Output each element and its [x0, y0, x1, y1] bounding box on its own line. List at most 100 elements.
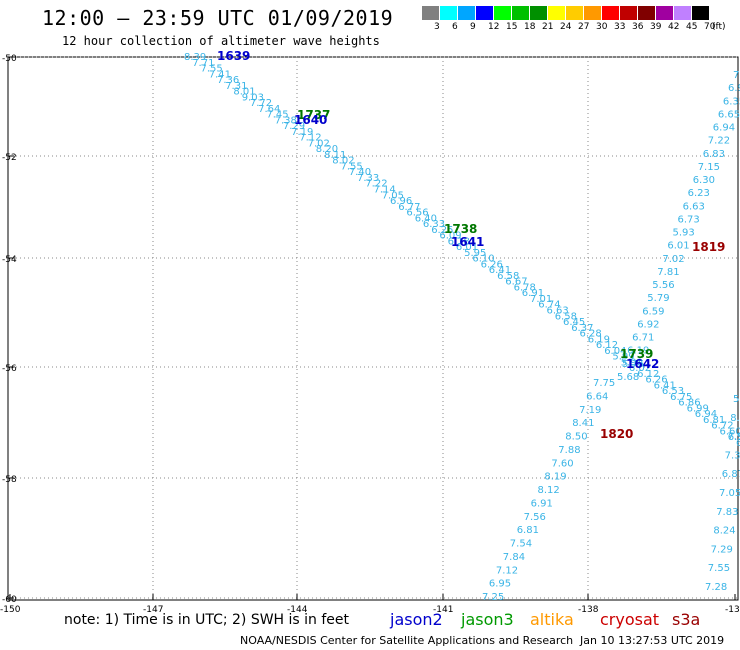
track-main-wave-height: 7.12 — [299, 133, 321, 144]
track-se-wave-height: 5.9 — [733, 394, 740, 405]
track-main-wave-height: 9.03 — [242, 92, 264, 103]
track-ne-wave-height: 6.19 — [627, 346, 649, 357]
track-main-wave-height: 6.26 — [645, 375, 667, 386]
legend-label: 12 — [488, 22, 500, 32]
legend-swatch — [494, 6, 512, 20]
longitude-tick-label: -138 — [578, 605, 599, 615]
track-ne-wave-height: 5.79 — [647, 293, 669, 304]
track-main-wave-height: 6.63 — [547, 306, 569, 317]
track-main-wave-height: 6.40 — [415, 213, 437, 224]
track-ne-wave-height: 6.35 — [723, 96, 740, 107]
legend-label: 18 — [524, 22, 536, 32]
legend-label: 42 — [668, 22, 680, 32]
track-main-wave-height: 6.19 — [588, 334, 610, 345]
track-main-wave-height: 6.04 — [604, 346, 626, 357]
legend-swatch — [638, 6, 656, 20]
track-ne-wave-height: 6.73 — [678, 214, 700, 225]
legend-swatch — [602, 6, 620, 20]
track-main-wave-height: 6.72 — [711, 421, 733, 432]
track-main-wave-height: 7.33 — [357, 173, 379, 184]
track-main-wave-height: 8.20 — [316, 144, 338, 155]
page-subtitle: 12 hour collection of altimeter wave hei… — [62, 34, 380, 48]
pass-time-label: 1738 — [444, 222, 477, 236]
track-main-wave-height: 6.81 — [703, 415, 725, 426]
track-main-wave-height: 6.40 — [736, 438, 740, 449]
legend-swatch — [674, 6, 692, 20]
legend-label: 36 — [632, 22, 644, 32]
latitude-tick-label: -52 — [2, 153, 17, 163]
track-ne-wave-height: 6.71 — [632, 333, 654, 344]
track-main-wave-height: 6.12 — [637, 369, 659, 380]
track-ne-wave-height: 7.81 — [657, 267, 679, 278]
track-s-wave-height: 6.64 — [586, 391, 608, 402]
track-main-wave-height: 6.51 — [728, 432, 740, 443]
color-scale-legend — [422, 6, 710, 20]
track-main-wave-height: 8.11 — [324, 150, 346, 161]
track-se-wave-height: 6.87 — [722, 469, 740, 480]
track-ne-wave-height: 5.75 — [622, 359, 644, 370]
track-ne-wave-height: 6.23 — [688, 188, 710, 199]
legend-label: 9 — [470, 22, 476, 32]
legend-swatch — [422, 6, 440, 20]
track-ne-wave-height: 6.30 — [693, 175, 715, 186]
track-se-wave-height: 7.28 — [705, 582, 727, 593]
track-main-wave-height: 6.53 — [662, 386, 684, 397]
track-main-wave-height: 6.99 — [687, 403, 709, 414]
track-se-wave-height: 7.05 — [719, 488, 740, 499]
track-main-wave-height: 6.74 — [538, 300, 560, 311]
legend-label: 39 — [650, 22, 662, 32]
track-ne-wave-height: 6.65 — [718, 109, 740, 120]
track-main-wave-height: 6.01 — [456, 242, 478, 253]
longitude-tick-label: -144 — [287, 605, 308, 615]
legend-swatch — [476, 6, 494, 20]
pass-time-label: 1642 — [626, 357, 659, 371]
track-ne-wave-height: 7.5 — [733, 70, 740, 81]
legend-label: 27 — [578, 22, 590, 32]
track-main-wave-height: 7.22 — [365, 179, 387, 190]
track-main-wave-height: 6.41 — [654, 380, 676, 391]
track-se-wave-height: 7.9 — [727, 432, 740, 443]
latitude-tick-label: -56 — [2, 364, 17, 374]
track-ne-wave-height: 5.68 — [617, 372, 639, 383]
latitude-tick-label: -58 — [2, 475, 17, 485]
track-main-wave-height: 6.02 — [629, 363, 651, 374]
track-main-wave-height: 6.25 — [431, 225, 453, 236]
track-main-wave-height: 6.18 — [448, 236, 470, 247]
track-ne-wave-height: 7.22 — [708, 136, 730, 147]
generated-timestamp: Jan 10 13:27:53 UTC 2019 — [580, 634, 725, 647]
legend-swatch — [692, 6, 710, 20]
track-s-wave-height: 7.19 — [579, 405, 601, 416]
track-main-wave-height: 7.45 — [266, 110, 288, 121]
track-main-wave-height: 6.91 — [522, 288, 544, 299]
track-s-wave-height: 6.91 — [531, 498, 553, 509]
legend-swatch — [458, 6, 476, 20]
track-s-wave-height: 7.88 — [558, 445, 580, 456]
longitude-tick-label: -147 — [143, 605, 163, 615]
track-main-wave-height: 6.10 — [472, 254, 494, 265]
latitude-tick-label: -50 — [2, 54, 17, 64]
track-s-wave-height: 7.56 — [524, 512, 546, 523]
pass-time-label: 1737 — [297, 108, 330, 122]
track-main-wave-height: 6.67 — [505, 277, 527, 288]
legend-swatch — [584, 6, 602, 20]
track-ne-wave-height: 6.83 — [703, 149, 725, 160]
legend-label: 6 — [452, 22, 458, 32]
track-s-wave-height: 7.54 — [510, 539, 532, 550]
track-s-wave-height: 6.81 — [517, 525, 539, 536]
longitude-tick-label: -135 — [725, 605, 740, 615]
track-ne-wave-height: 6.59 — [642, 306, 664, 317]
track-se-wave-height: 7.55 — [708, 563, 730, 574]
track-main-wave-height: 7.64 — [258, 104, 280, 115]
longitude-tick-label: -150 — [0, 605, 21, 615]
footnote: note: 1) Time is in UTC; 2) SWH is in fe… — [64, 612, 350, 628]
track-se-wave-height: 8.5 — [730, 413, 740, 424]
track-main-wave-height: 7.05 — [382, 190, 404, 201]
track-s-wave-height: 8.12 — [538, 485, 560, 496]
satellite-label-s3a: s3a — [672, 610, 701, 629]
track-main-wave-height: 7.14 — [374, 185, 396, 196]
track-main-wave-height: 7.01 — [530, 294, 552, 305]
track-main-wave-height: 7.40 — [349, 167, 371, 178]
track-ne-wave-height: 6.9 — [728, 83, 740, 94]
